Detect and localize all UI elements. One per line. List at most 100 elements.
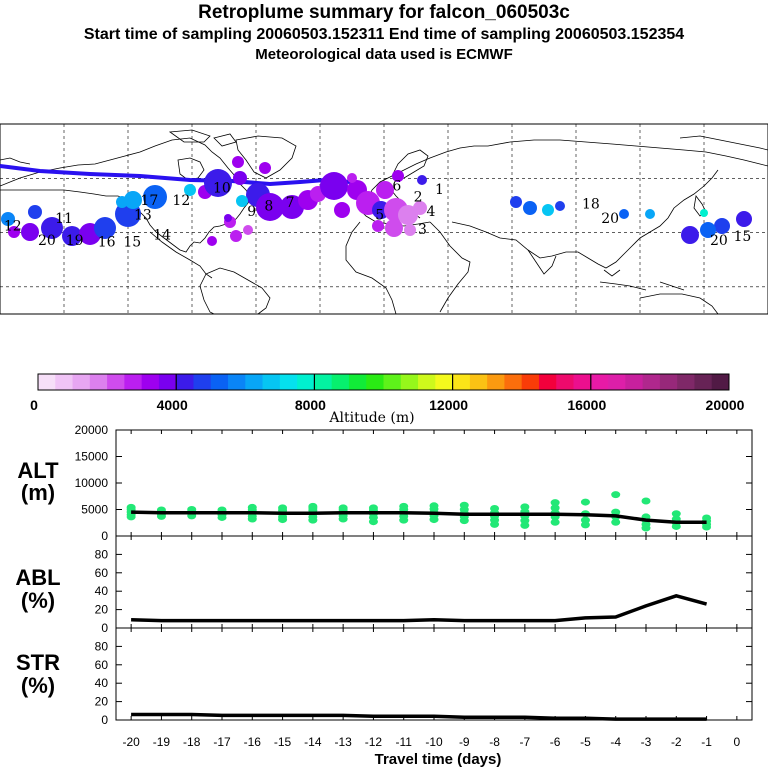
- plume-day-label: 15: [733, 229, 751, 245]
- colorbar-swatch: [573, 374, 592, 390]
- plume-bubble: [700, 222, 716, 238]
- plume-day-label: 15: [123, 235, 141, 251]
- plume-bubble: [523, 201, 537, 215]
- panel-label: ABL: [15, 565, 60, 590]
- colorbar-swatch: [400, 374, 419, 390]
- plume-bubble: [619, 209, 629, 219]
- plume-bubble: [259, 162, 271, 174]
- altitude-point: [247, 503, 257, 511]
- plume-bubble: [714, 218, 730, 234]
- y-tick-label: 10000: [75, 476, 109, 490]
- altitude-point: [338, 504, 348, 512]
- colorbar-swatch: [55, 374, 73, 390]
- plume-day-label: 5: [375, 207, 384, 223]
- plume-bubble: [8, 226, 20, 238]
- altitude-colorbar: 0 4000 8000 12000 16000 20000 Altitude (m): [30, 373, 745, 426]
- colorbar-swatch: [314, 374, 333, 390]
- coastline-asia: [451, 139, 768, 269]
- y-tick-label: 20: [95, 695, 109, 709]
- panel-frame: [115, 535, 753, 629]
- coastline-south-america: [199, 267, 271, 315]
- x-tick-label: -19: [153, 735, 171, 749]
- plume-day-label: 9: [247, 204, 256, 220]
- colorbar-tick-label: 4000: [157, 397, 188, 413]
- altitude-point: [580, 516, 590, 524]
- page-title: Retroplume summary for falcon_060503c: [198, 2, 570, 23]
- altitude-point: [459, 501, 469, 509]
- coastline-indonesia: [599, 269, 685, 291]
- altitude-point: [580, 498, 590, 506]
- series-line-abl: [131, 594, 708, 623]
- plume-bubble: [542, 204, 554, 216]
- x-tick-label: -13: [334, 735, 352, 749]
- altitude-point: [611, 518, 621, 526]
- y-tick-label: 40: [95, 584, 109, 598]
- altitude-point: [520, 503, 530, 511]
- coastline-australia: [639, 293, 719, 315]
- colorbar-swatch: [538, 374, 557, 390]
- colorbar-swatch: [124, 374, 143, 390]
- colorbar-tick-label: 20000: [706, 397, 745, 413]
- plume-bubble: [385, 219, 403, 237]
- plume-day-label: 19: [66, 233, 84, 249]
- colorbar-swatch: [38, 374, 56, 390]
- plume-bubble: [28, 205, 42, 219]
- plume-bubble: [334, 202, 350, 218]
- plume-day-label: 6: [392, 179, 401, 195]
- colorbar-swatch: [366, 374, 384, 390]
- plume-day-label: 12: [172, 193, 190, 209]
- colorbar-swatch: [176, 374, 194, 390]
- x-tick-label: -12: [365, 735, 383, 749]
- plume-bubble: [372, 220, 384, 232]
- plume-day-label: 4: [426, 204, 435, 220]
- colorbar-axis-label: Altitude (m): [328, 410, 414, 426]
- plume-bubble: [116, 196, 128, 208]
- colorbar-swatch: [210, 374, 229, 390]
- x-tick-label: -18: [183, 735, 201, 749]
- y-tick-label: 60: [95, 658, 109, 672]
- plume-bubble: [94, 217, 116, 239]
- x-tick-label: -3: [641, 735, 652, 749]
- coastline-hudson-bay: [177, 157, 205, 181]
- y-tick-label: 0: [101, 621, 108, 635]
- colorbar-swatch: [694, 374, 713, 390]
- plume-bubble: [233, 171, 247, 185]
- plume-bubble: [404, 224, 416, 236]
- x-tick-label: -4: [610, 735, 621, 749]
- x-axis-label: Travel time (days): [375, 751, 502, 768]
- x-tick-label: -7: [520, 735, 531, 749]
- plume-bubble: [417, 175, 427, 185]
- y-tick-label: 0: [101, 713, 108, 727]
- colorbar-swatch: [642, 374, 661, 390]
- x-tick-label: -1: [701, 735, 712, 749]
- altitude-point: [368, 504, 378, 512]
- plume-bubble: [143, 185, 167, 209]
- altitude-point: [550, 518, 560, 526]
- colorbar-swatch: [72, 374, 91, 390]
- altitude-point: [611, 491, 621, 499]
- x-tick-label: -6: [550, 735, 561, 749]
- plume-bubble: [347, 173, 357, 183]
- plume-day-label: 20: [601, 211, 619, 227]
- panel-abl: 0 20 40 60 80 ABL(%): [15, 535, 753, 635]
- colorbar-swatch: [383, 374, 402, 390]
- colorbar-swatch: [487, 374, 505, 390]
- altitude-point: [641, 497, 651, 505]
- plume-day-label: 20: [710, 233, 728, 249]
- colorbar-swatch: [677, 374, 695, 390]
- time-series-panels: 05000100001500020000ALT(m)020406080ABL(%…: [15, 423, 753, 768]
- plume-bubble: [413, 201, 427, 215]
- plume-bubble: [243, 225, 253, 235]
- coastlines: [0, 129, 768, 315]
- plume-bubble: [376, 181, 394, 199]
- altitude-point: [429, 502, 439, 510]
- coastline-arctic-islands: [168, 129, 237, 147]
- altitude-point: [490, 504, 500, 512]
- plume-bubble: [392, 170, 404, 182]
- colorbar-swatch: [659, 374, 678, 390]
- y-tick-label: 60: [95, 566, 109, 580]
- plume-day-label: 13: [134, 207, 152, 223]
- x-tick-label: -16: [244, 735, 262, 749]
- y-tick-label: 20: [95, 603, 109, 617]
